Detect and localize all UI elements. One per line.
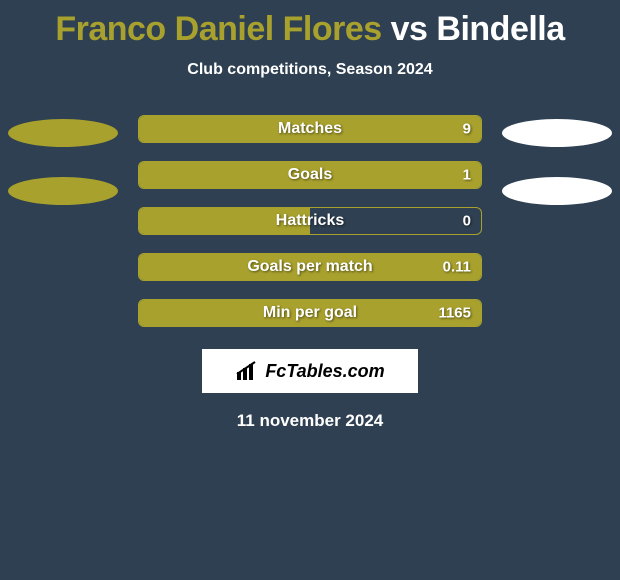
stat-value: 1 [463,167,471,184]
stat-label: Matches [278,120,342,138]
stat-label: Hattricks [276,212,344,230]
stat-row: Goals 1 [138,161,482,189]
right-ellipse-column [502,115,612,205]
chart-area: Matches 9 Goals 1 Hattricks 0 Goals per match 0… [0,115,620,327]
left-ellipse [8,119,118,147]
stat-row: Matches 9 [138,115,482,143]
stat-row: Min per goal 1165 [138,299,482,327]
date-text: 11 november 2024 [0,411,620,431]
logo-text: FcTables.com [265,361,384,382]
stat-row: Goals per match 0.11 [138,253,482,281]
vs-text: vs [391,10,428,48]
stat-bars: Matches 9 Goals 1 Hattricks 0 Goals per match 0… [138,115,482,327]
stat-label: Goals per match [247,258,372,276]
comparison-title: Franco Daniel Flores vs Bindella [0,0,620,49]
stat-row: Hattricks 0 [138,207,482,235]
stat-value: 0 [463,213,471,230]
stat-value: 9 [463,121,471,138]
stat-label: Goals [288,166,332,184]
chart-icon [235,360,261,382]
fctables-logo: FcTables.com [202,349,418,393]
subtitle: Club competitions, Season 2024 [0,61,620,79]
player2-name: Bindella [436,10,564,48]
player1-name: Franco Daniel Flores [55,10,381,48]
left-ellipse-column [8,115,118,205]
stat-value: 1165 [438,305,471,322]
right-ellipse [502,177,612,205]
stat-label: Min per goal [263,304,357,322]
stat-value: 0.11 [443,259,471,276]
left-ellipse [8,177,118,205]
right-ellipse [502,119,612,147]
